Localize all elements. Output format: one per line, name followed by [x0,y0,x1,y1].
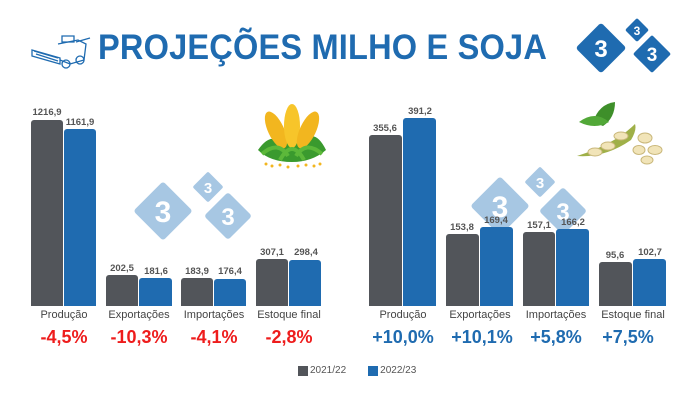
value-label: 102,7 [638,247,662,258]
svg-text:3: 3 [492,191,509,224]
page-title: PROJEÇÕES MILHO E SOJA [98,28,548,67]
bar-corn-producao-2021-22 [31,120,63,306]
change-percent: -4,5% [40,327,88,347]
bar-corn-producao-2022-23 [64,129,96,306]
value-label: 181,6 [144,266,168,277]
category-label: Estoque final [601,309,665,321]
change-percent: -10,3% [110,327,168,347]
value-label: 157,1 [527,220,551,231]
category-label: Produção [40,309,88,321]
svg-text:3: 3 [221,204,234,231]
bar-soy-importacoes-2021-22 [523,232,555,306]
value-label: 153,8 [450,222,474,233]
value-label: 1161,9 [65,117,95,128]
change-percent: +5,8% [530,327,582,347]
svg-text:3: 3 [204,180,212,197]
value-label: 391,2 [408,106,432,117]
value-label: 355,6 [373,123,397,134]
bar-soy-exportacoes-2021-22 [446,234,479,306]
legend-item-2022-23: 2022/23 [368,365,416,376]
bar-soy-importacoes-2022-23 [556,229,589,306]
value-label: 176,4 [218,266,242,277]
category-label: Produção [379,309,427,321]
legend-label: 2022/23 [380,365,417,376]
bar-corn-exportacoes-2022-23 [139,278,172,306]
bar-corn-estoque-2022-23 [289,260,321,306]
value-label: 1216,9 [32,107,62,118]
value-label: 95,6 [605,250,625,261]
bar-corn-exportacoes-2021-22 [106,275,138,306]
watermark-logo-right: 3 3 3 [471,167,586,235]
svg-text:3: 3 [556,199,569,226]
chart-legend: 2021/22 2022/23 [298,365,438,376]
category-label: Exportações [108,309,170,321]
bar-soy-estoque-2022-23 [633,259,666,306]
change-percent: -2,8% [265,327,313,347]
svg-text:3: 3 [634,24,641,38]
svg-text:3: 3 [647,45,658,66]
logo-333-icon: 3 3 3 [576,18,671,73]
watermark-logo-left: 3 3 3 [134,172,251,240]
category-label: Estoque final [257,309,321,321]
change-percent: +10,0% [372,327,434,347]
bar-corn-importacoes-2021-22 [181,278,213,306]
legend-swatch-blue [368,365,379,376]
change-percent: +10,1% [451,327,513,347]
bar-soy-exportacoes-2022-23 [480,227,513,306]
soybean-illustration-icon [577,102,663,165]
corn-illustration-icon [258,104,326,169]
legend-item-2021-22: 2021/22 [298,365,346,376]
legend-label: 2021/22 [310,365,347,376]
category-label: Importações [525,309,587,321]
harvester-icon [31,35,91,69]
value-label: 298,4 [294,247,318,258]
legend-swatch-gray [298,365,308,376]
value-label: 202,5 [110,263,134,274]
bar-soy-producao-2022-23 [403,118,436,306]
category-label: Importações [183,309,245,321]
bar-corn-estoque-2021-22 [256,259,288,306]
change-percent: +7,5% [602,327,654,347]
bar-soy-producao-2021-22 [369,135,402,306]
svg-text:3: 3 [536,175,544,192]
value-label: 183,9 [185,266,209,277]
value-label: 166,2 [561,217,585,228]
svg-text:3: 3 [155,196,172,229]
change-percent: -4,1% [190,327,238,347]
bar-corn-importacoes-2022-23 [214,279,246,306]
value-label: 169,4 [484,215,508,226]
svg-text:3: 3 [594,36,607,63]
bar-soy-estoque-2021-22 [599,262,632,306]
value-label: 307,1 [260,247,284,258]
category-label: Exportações [449,309,511,321]
